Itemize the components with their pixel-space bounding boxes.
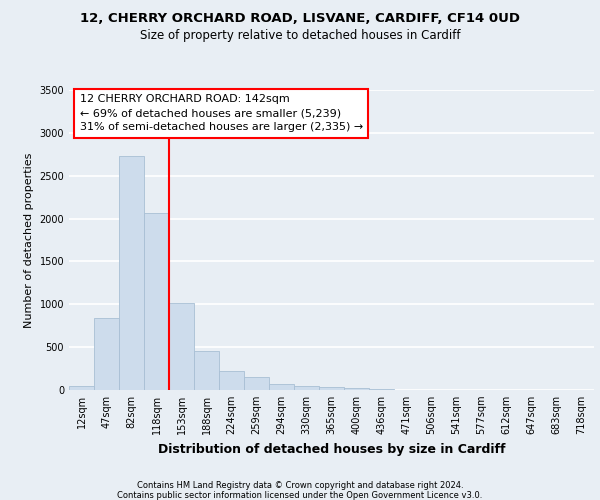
Bar — [269, 384, 294, 390]
Bar — [244, 377, 269, 390]
Bar — [319, 388, 344, 390]
Bar — [144, 214, 169, 390]
X-axis label: Distribution of detached houses by size in Cardiff: Distribution of detached houses by size … — [158, 442, 505, 456]
Bar — [369, 389, 394, 390]
Text: Contains HM Land Registry data © Crown copyright and database right 2024.: Contains HM Land Registry data © Crown c… — [137, 481, 463, 490]
Text: 12, CHERRY ORCHARD ROAD, LISVANE, CARDIFF, CF14 0UD: 12, CHERRY ORCHARD ROAD, LISVANE, CARDIF… — [80, 12, 520, 26]
Y-axis label: Number of detached properties: Number of detached properties — [24, 152, 34, 328]
Bar — [69, 386, 94, 390]
Bar — [219, 371, 244, 390]
Bar — [119, 156, 144, 390]
Bar — [344, 388, 369, 390]
Text: Contains public sector information licensed under the Open Government Licence v3: Contains public sector information licen… — [118, 491, 482, 500]
Text: Size of property relative to detached houses in Cardiff: Size of property relative to detached ho… — [140, 29, 460, 42]
Bar — [294, 386, 319, 390]
Bar — [94, 318, 119, 390]
Text: 12 CHERRY ORCHARD ROAD: 142sqm
← 69% of detached houses are smaller (5,239)
31% : 12 CHERRY ORCHARD ROAD: 142sqm ← 69% of … — [79, 94, 363, 132]
Bar — [194, 352, 219, 390]
Bar — [169, 304, 194, 390]
